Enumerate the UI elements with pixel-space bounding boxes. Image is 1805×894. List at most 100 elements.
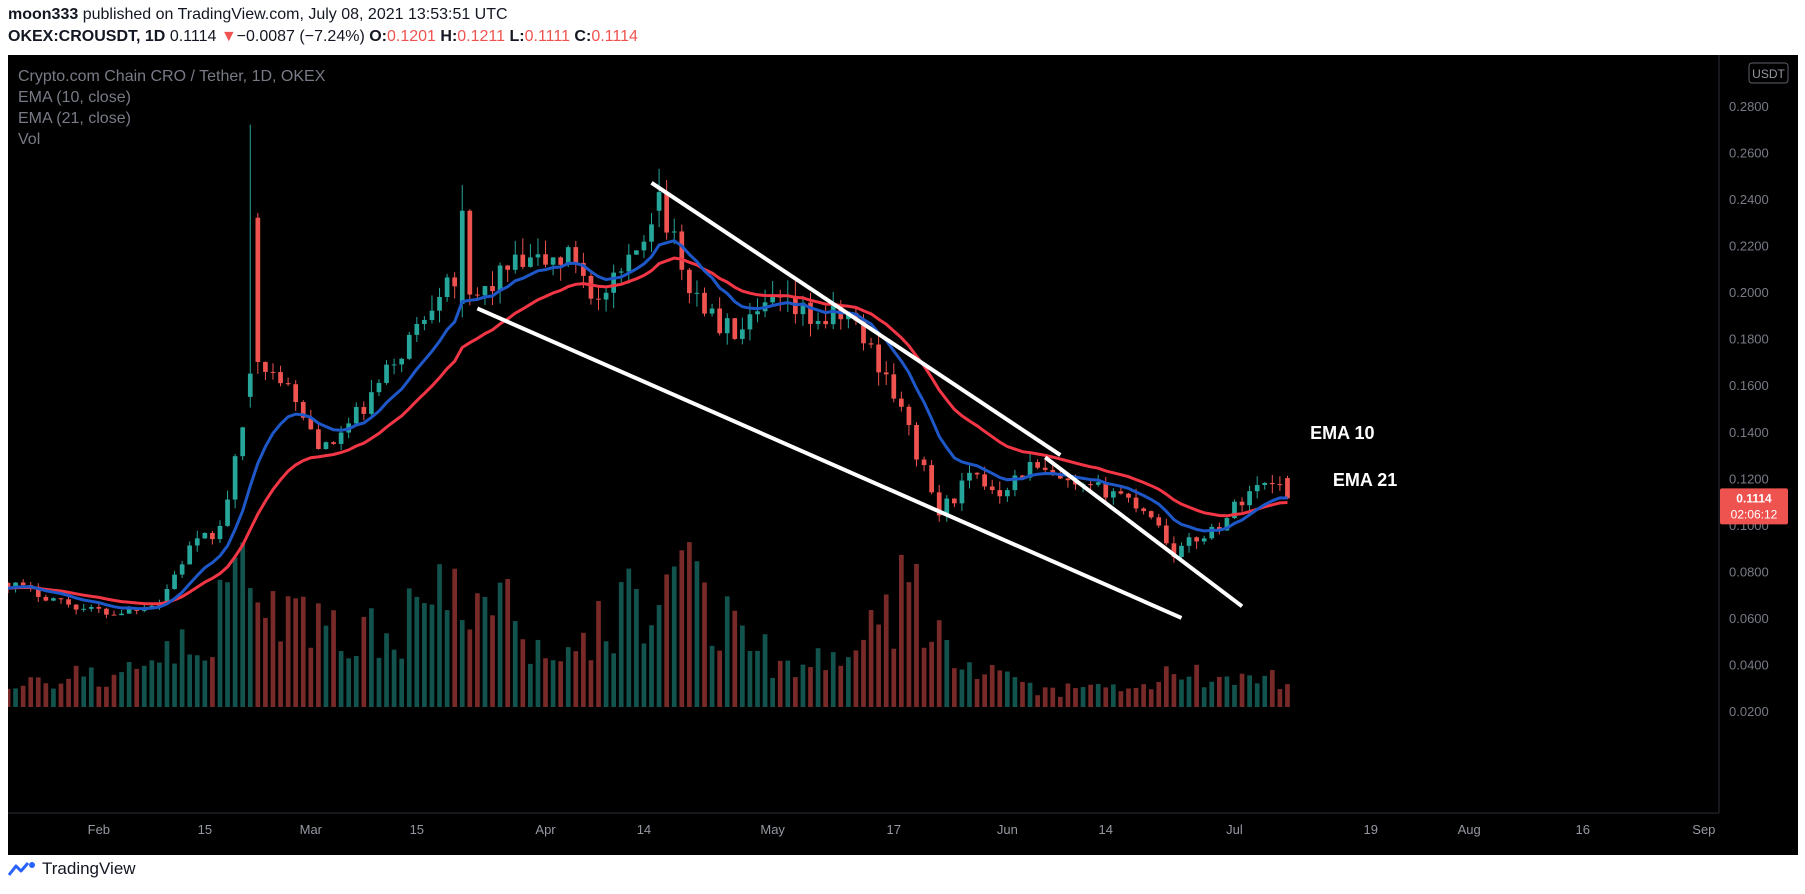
candle-body (952, 498, 957, 504)
candle-body (20, 582, 26, 586)
candle-body (1088, 484, 1093, 486)
open-value: 0.1201 (387, 28, 436, 45)
candle-body (694, 292, 700, 294)
volume-bar (164, 641, 170, 707)
high-value: 0.1211 (457, 28, 506, 45)
volume-bar (974, 678, 980, 707)
time-axis-label: Aug (1458, 822, 1481, 837)
candle-body (868, 343, 874, 345)
volume-bar (1050, 687, 1056, 707)
candle-body (1133, 497, 1139, 509)
volume-bar (679, 550, 685, 707)
volume-bar (172, 663, 177, 707)
candle-body (603, 292, 609, 300)
price-tag-value: 0.1114 (1736, 491, 1772, 505)
volume-bar (497, 582, 503, 707)
price-axis[interactable]: 0.2800 0.2600 0.2400 0.2200 0.2000 0.1800 0.16… (1729, 99, 1769, 719)
volume-bar (671, 566, 677, 707)
candle-body (187, 545, 193, 565)
candle-body (671, 231, 677, 233)
tradingview-logo-icon[interactable] (8, 861, 36, 877)
volume-bar (255, 602, 261, 707)
candle-body (1194, 537, 1199, 542)
volume-bar (157, 662, 162, 707)
volume-bar (921, 647, 927, 707)
candle-body (255, 217, 261, 362)
price-axis-label: 0.1600 (1729, 378, 1769, 393)
publish-line: moon333 published on TradingView.com, Ju… (8, 6, 508, 24)
legend-ema10[interactable]: EMA (10, close) (18, 89, 131, 106)
volume-bar (762, 634, 768, 707)
volume-bar (656, 605, 662, 707)
price-axis-label: 0.0800 (1729, 564, 1769, 579)
volume-bar (770, 677, 775, 707)
candle-body (724, 318, 730, 334)
down-arrow-icon: ▼ (220, 28, 237, 45)
candle-body (664, 192, 670, 233)
trendline-layer[interactable] (476, 181, 1244, 620)
volume-bar (618, 582, 624, 707)
price-axis-label: 0.2800 (1729, 99, 1769, 114)
volume-bar (815, 648, 821, 707)
author-name[interactable]: moon333 (8, 6, 79, 23)
candle-body (369, 392, 374, 414)
volume-bar (126, 661, 132, 707)
candle-body (66, 599, 71, 605)
volume-bar (1042, 687, 1048, 707)
close-value: 0.1114 (591, 28, 638, 45)
currency-badge[interactable]: USDT (1748, 62, 1789, 84)
time-axis-label: Apr (535, 822, 556, 837)
low-label: L: (509, 28, 525, 45)
time-axis-label: Sep (1692, 822, 1715, 837)
candle-body (1186, 537, 1192, 546)
volume-bar (649, 625, 654, 707)
symbol-label: OKEX:CROUSDT, 1D (8, 28, 166, 45)
tradingview-brand[interactable]: TradingView (42, 859, 136, 878)
legend-ema21[interactable]: EMA (21, close) (18, 110, 131, 127)
candle-body (1209, 526, 1215, 539)
volume-bar (596, 601, 601, 707)
price-tag-countdown: 02:06:12 (1731, 507, 1778, 521)
volume-bar (1073, 688, 1078, 707)
volume-bar (35, 677, 41, 707)
volume-bar (861, 639, 866, 707)
price-chart[interactable]: EMA 10 EMA 21 Feb 15 Mar 15 Apr 14 May 17 Jun 14 Ju… (8, 55, 1798, 855)
volume-bar (202, 660, 208, 707)
volume-bar (66, 678, 71, 707)
price-tag-box (1720, 488, 1788, 525)
volume-bar (414, 596, 420, 707)
volume-bar (179, 629, 185, 707)
candle-body (225, 499, 230, 526)
volume-bar (73, 665, 79, 707)
candle-body (232, 456, 238, 500)
candle-body (1239, 501, 1245, 506)
volume-bar (808, 667, 813, 707)
candle-body (293, 384, 299, 403)
candle-body (596, 298, 601, 300)
volume-bar (989, 665, 995, 707)
candle-body (679, 231, 685, 270)
volume-bar (437, 564, 442, 707)
legend-vol[interactable]: Vol (18, 131, 40, 148)
volume-bar (475, 593, 480, 707)
price-axis-label: 0.1200 (1729, 471, 1769, 486)
candle-body (353, 407, 359, 424)
volume-bar (240, 542, 246, 707)
candle-body (1201, 538, 1207, 542)
volume-bar (187, 654, 193, 707)
candle-body (770, 296, 775, 303)
volume-bar (959, 669, 965, 707)
candle-body (1148, 511, 1154, 518)
candle-body (202, 532, 208, 539)
volume-bar (641, 643, 647, 707)
price-axis-label: 0.1400 (1729, 425, 1769, 440)
time-axis[interactable]: Feb 15 Mar 15 Apr 14 May 17 Jun 14 Jul 19 Aug 16 Sep (88, 822, 1716, 837)
candle-body (384, 364, 389, 383)
legend-title[interactable]: Crypto.com Chain CRO / Tether, 1D, OKEX (18, 68, 326, 85)
volume-bar (338, 651, 344, 707)
candle-body (800, 302, 806, 315)
candle-body (1141, 508, 1146, 512)
candle-body (1057, 474, 1063, 479)
candle-body (126, 608, 132, 614)
volume-bar (785, 660, 791, 707)
